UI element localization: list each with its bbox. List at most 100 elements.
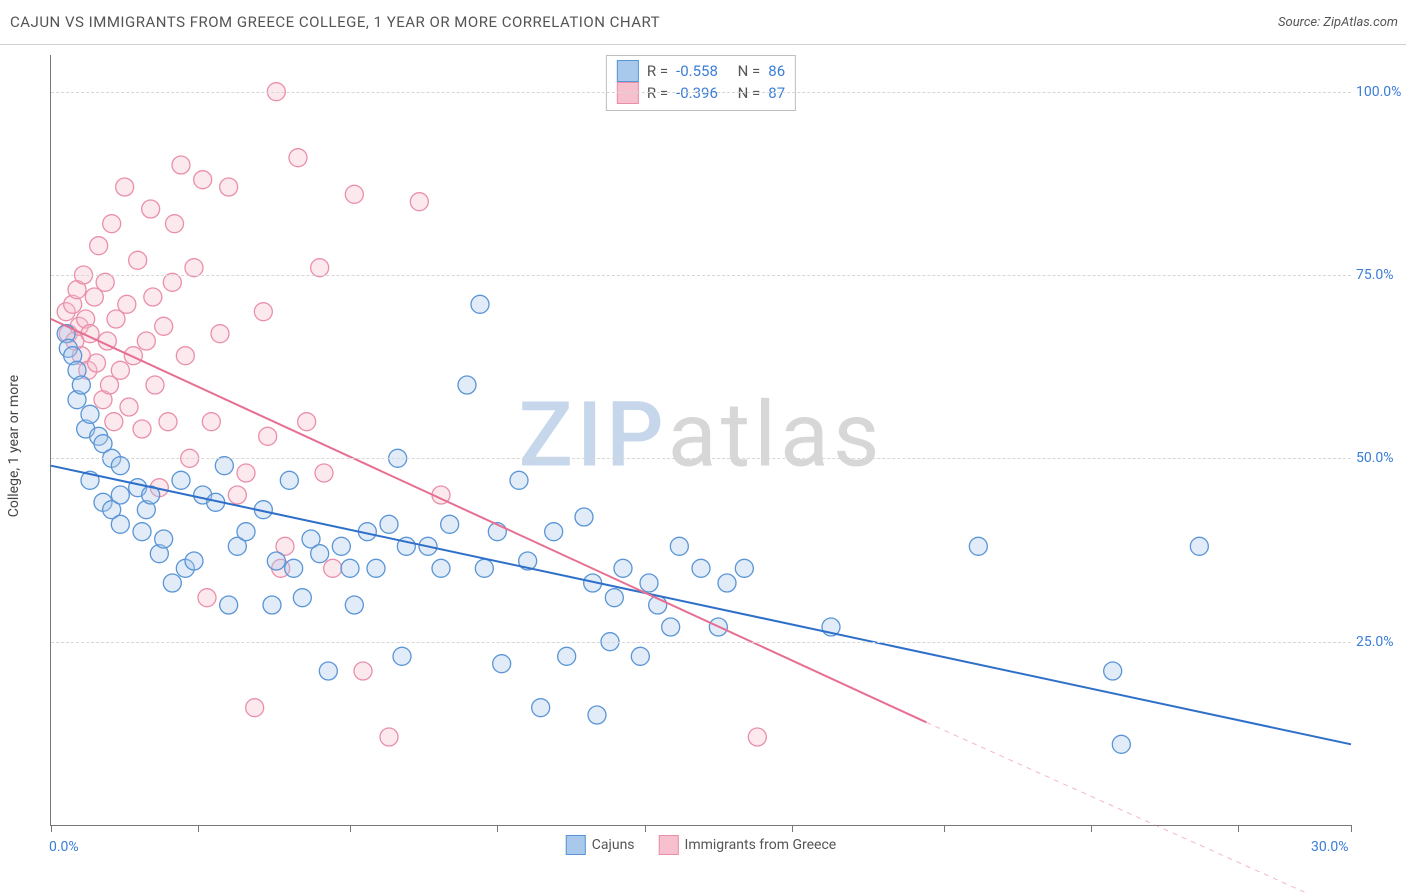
scatter-point-cajuns xyxy=(215,457,233,475)
scatter-point-cajuns xyxy=(111,515,129,533)
scatter-point-cajuns xyxy=(293,589,311,607)
scatter-point-greece xyxy=(96,273,114,291)
x-tick xyxy=(792,825,793,832)
gridline xyxy=(51,275,1351,276)
scatter-point-greece xyxy=(116,178,134,196)
scatter-point-cajuns xyxy=(345,596,363,614)
scatter-point-greece xyxy=(220,178,238,196)
scatter-point-greece xyxy=(172,156,190,174)
y-tick-label: 75.0% xyxy=(1356,267,1406,283)
n-value-greece: 87 xyxy=(768,84,785,102)
y-tick-label: 25.0% xyxy=(1356,634,1406,650)
scatter-point-cajuns xyxy=(735,559,753,577)
scatter-point-cajuns xyxy=(155,530,173,548)
scatter-point-cajuns xyxy=(670,537,688,555)
scatter-point-cajuns xyxy=(475,559,493,577)
x-tick xyxy=(497,825,498,832)
scatter-point-cajuns xyxy=(133,523,151,541)
scatter-point-cajuns xyxy=(614,559,632,577)
legend-item-greece: Immigrants from Greece xyxy=(659,835,837,855)
scatter-point-greece xyxy=(118,295,136,313)
swatch-cajuns xyxy=(617,60,639,82)
scatter-point-greece xyxy=(354,662,372,680)
scatter-point-greece xyxy=(228,486,246,504)
scatter-point-greece xyxy=(155,317,173,335)
source-attribution: Source: ZipAtlas.com xyxy=(1278,15,1398,30)
scatter-point-greece xyxy=(748,728,766,746)
x-tick-label: 30.0% xyxy=(1311,839,1349,855)
y-axis-title: College, 1 year or more xyxy=(6,375,22,517)
plot-area: ZIPatlas R = -0.558 N = 86 R = -0.396 N … xyxy=(50,55,1351,826)
scatter-point-greece xyxy=(105,413,123,431)
scatter-point-greece xyxy=(237,464,255,482)
scatter-point-greece xyxy=(142,200,160,218)
scatter-point-cajuns xyxy=(718,574,736,592)
x-tick xyxy=(944,825,945,832)
scatter-point-greece xyxy=(120,398,138,416)
scatter-point-cajuns xyxy=(319,662,337,680)
scatter-point-greece xyxy=(259,427,277,445)
scatter-point-cajuns xyxy=(380,515,398,533)
y-tick-label: 50.0% xyxy=(1356,450,1406,466)
scatter-point-greece xyxy=(410,193,428,211)
scatter-point-greece xyxy=(315,464,333,482)
r-label: R = xyxy=(647,84,668,102)
scatter-point-greece xyxy=(163,273,181,291)
x-tick xyxy=(51,825,52,832)
scatter-point-cajuns xyxy=(969,537,987,555)
scatter-point-cajuns xyxy=(631,647,649,665)
scatter-point-cajuns xyxy=(111,486,129,504)
r-value-cajuns: -0.558 xyxy=(676,62,718,80)
scatter-point-cajuns xyxy=(220,596,238,614)
scatter-point-greece xyxy=(185,259,203,277)
swatch-greece xyxy=(617,82,639,104)
legend-label-cajuns: Cajuns xyxy=(592,837,635,853)
series-legend: Cajuns Immigrants from Greece xyxy=(566,835,836,855)
title-bar: CAJUN VS IMMIGRANTS FROM GREECE COLLEGE,… xyxy=(0,0,1406,45)
scatter-point-cajuns xyxy=(471,295,489,313)
scatter-point-greece xyxy=(111,361,129,379)
stats-legend: R = -0.558 N = 86 R = -0.396 N = 87 xyxy=(606,55,796,111)
scatter-point-cajuns xyxy=(510,471,528,489)
scatter-point-cajuns xyxy=(605,589,623,607)
scatter-point-cajuns xyxy=(332,537,350,555)
scatter-point-greece xyxy=(159,413,177,431)
trend-line-extrapolation-greece xyxy=(926,722,1351,892)
scatter-point-cajuns xyxy=(263,596,281,614)
scatter-point-cajuns xyxy=(1190,537,1208,555)
scatter-point-greece xyxy=(144,288,162,306)
n-label: N = xyxy=(738,62,761,80)
scatter-point-greece xyxy=(103,215,121,233)
legend-swatch-cajuns xyxy=(566,835,586,855)
scatter-point-greece xyxy=(198,589,216,607)
scatter-point-greece xyxy=(311,259,329,277)
legend-label-greece: Immigrants from Greece xyxy=(685,837,837,853)
n-label: N = xyxy=(738,84,761,102)
scatter-point-greece xyxy=(176,347,194,365)
scatter-point-greece xyxy=(129,251,147,269)
scatter-point-greece xyxy=(202,413,220,431)
x-tick xyxy=(198,825,199,832)
gridline xyxy=(51,642,1351,643)
scatter-point-cajuns xyxy=(267,552,285,570)
scatter-point-cajuns xyxy=(493,655,511,673)
scatter-point-cajuns xyxy=(111,457,129,475)
scatter-point-cajuns xyxy=(285,559,303,577)
x-tick xyxy=(645,825,646,832)
scatter-point-cajuns xyxy=(185,552,203,570)
scatter-point-greece xyxy=(194,171,212,189)
r-value-greece: -0.396 xyxy=(676,84,718,102)
x-tick xyxy=(1238,825,1239,832)
scatter-point-cajuns xyxy=(692,559,710,577)
scatter-point-cajuns xyxy=(1112,735,1130,753)
scatter-point-greece xyxy=(289,149,307,167)
chart-title: CAJUN VS IMMIGRANTS FROM GREECE COLLEGE,… xyxy=(10,13,660,31)
scatter-point-greece xyxy=(133,420,151,438)
scatter-point-greece xyxy=(124,347,142,365)
scatter-point-cajuns xyxy=(367,559,385,577)
scatter-point-cajuns xyxy=(588,706,606,724)
trend-line-cajuns xyxy=(51,466,1351,745)
scatter-point-cajuns xyxy=(662,618,680,636)
trend-line-greece xyxy=(51,319,926,722)
scatter-point-cajuns xyxy=(237,523,255,541)
